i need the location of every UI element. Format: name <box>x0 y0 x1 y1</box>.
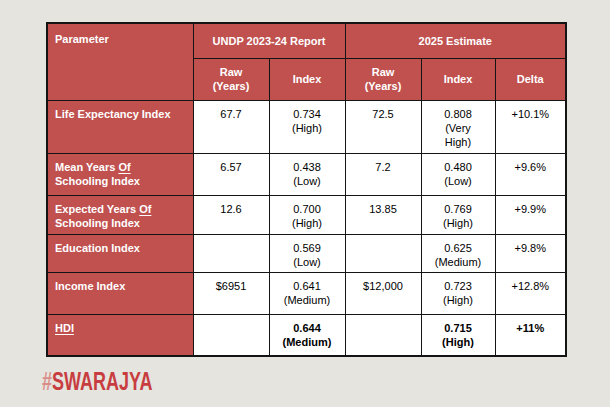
value-cell: 12.6 <box>193 195 269 234</box>
value-cell: 0.569 (Low) <box>269 234 345 272</box>
value-cell <box>193 234 269 272</box>
table-row: HDI 0.644 (Medium) 0.715 (High)+11% <box>47 314 566 356</box>
header-raw-years-2023: Raw (Years) <box>193 58 269 100</box>
value-cell: +12.8% <box>495 272 566 314</box>
logo-wordmark: SWARAJYA <box>52 367 152 395</box>
value-cell: 13.85 <box>345 195 421 234</box>
underlined-text: Of <box>118 161 130 173</box>
value-cell: 0.641 (Medium) <box>269 272 345 314</box>
header-index-2023: Index <box>269 58 345 100</box>
value-cell: 72.5 <box>345 100 421 153</box>
logo-hash-symbol: # <box>42 367 52 395</box>
header-delta: Delta <box>495 58 566 100</box>
param-cell: Expected Years Of Schooling Index <box>47 195 193 234</box>
value-cell: 0.700 (High) <box>269 195 345 234</box>
value-cell: 0.723 (High) <box>421 272 495 314</box>
value-cell: +11% <box>495 314 566 356</box>
value-cell: 0.625 (Medium) <box>421 234 495 272</box>
value-cell: 7.2 <box>345 153 421 195</box>
value-cell <box>193 314 269 356</box>
header-index-2025: Index <box>421 58 495 100</box>
hdi-comparison-table: Parameter UNDP 2023-24 Report 2025 Estim… <box>46 22 567 357</box>
header-parameter: Parameter <box>47 23 193 100</box>
value-cell: 0.715 (High) <box>421 314 495 356</box>
header-undp-report-group: UNDP 2023-24 Report <box>193 23 345 58</box>
value-cell: +9.6% <box>495 153 566 195</box>
underlined-text: HDI <box>55 322 74 334</box>
value-cell: +9.8% <box>495 234 566 272</box>
header-2025-estimate-group: 2025 Estimate <box>345 23 566 58</box>
value-cell: +10.1% <box>495 100 566 153</box>
header-raw-years-2025: Raw (Years) <box>345 58 421 100</box>
table-header: Parameter UNDP 2023-24 Report 2025 Estim… <box>47 23 566 100</box>
table-row: Income Index$69510.641 (Medium)$12,0000.… <box>47 272 566 314</box>
underlined-text: Of <box>139 203 151 215</box>
param-cell: HDI <box>47 314 193 356</box>
page-background: Parameter UNDP 2023-24 Report 2025 Estim… <box>0 0 610 407</box>
value-cell: +9.9% <box>495 195 566 234</box>
value-cell: 67.7 <box>193 100 269 153</box>
value-cell <box>345 234 421 272</box>
group-header-row: Parameter UNDP 2023-24 Report 2025 Estim… <box>47 23 566 58</box>
param-cell: Education Index <box>47 234 193 272</box>
param-cell: Income Index <box>47 272 193 314</box>
value-cell: 0.644 (Medium) <box>269 314 345 356</box>
table-row: Life Expectancy Index67.70.734 (High)72.… <box>47 100 566 153</box>
value-cell: 0.808 (Very High) <box>421 100 495 153</box>
table-row: Education Index 0.569 (Low) 0.625 (Medium)… <box>47 234 566 272</box>
value-cell: 6.57 <box>193 153 269 195</box>
value-cell: 0.769 (High) <box>421 195 495 234</box>
value-cell: $6951 <box>193 272 269 314</box>
table-row: Mean Years Of Schooling Index6.570.438 (… <box>47 153 566 195</box>
param-cell: Mean Years Of Schooling Index <box>47 153 193 195</box>
value-cell: 0.480 (Low) <box>421 153 495 195</box>
table-body: Life Expectancy Index67.70.734 (High)72.… <box>47 100 566 356</box>
value-cell: 0.734 (High) <box>269 100 345 153</box>
param-cell: Life Expectancy Index <box>47 100 193 153</box>
table-row: Expected Years Of Schooling Index12.60.7… <box>47 195 566 234</box>
swarajya-logo: #SWARAJYA <box>42 367 152 396</box>
value-cell: 0.438 (Low) <box>269 153 345 195</box>
value-cell: $12,000 <box>345 272 421 314</box>
value-cell <box>345 314 421 356</box>
